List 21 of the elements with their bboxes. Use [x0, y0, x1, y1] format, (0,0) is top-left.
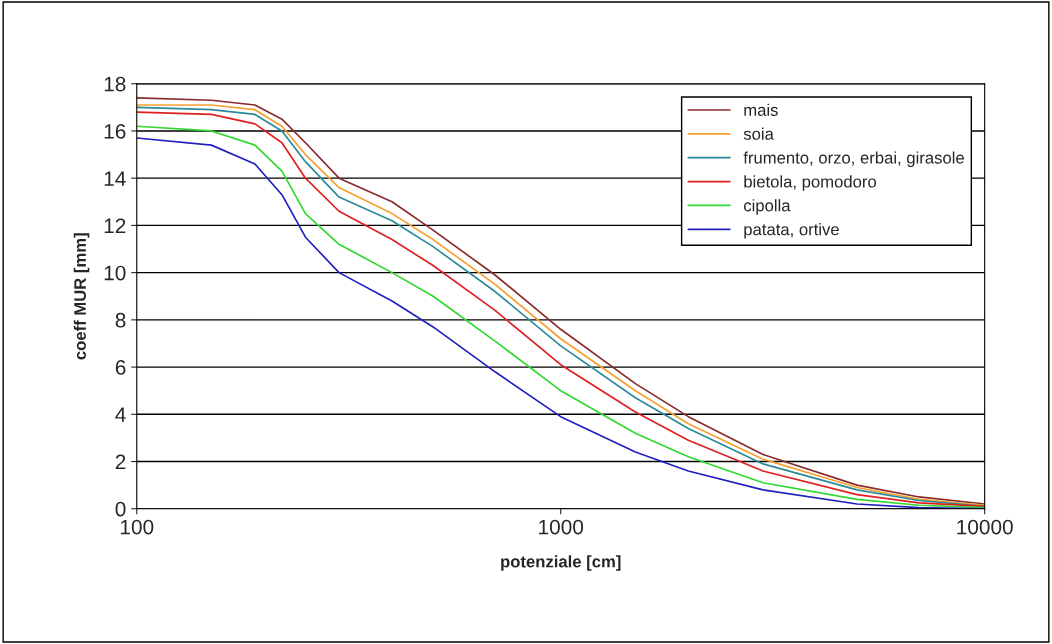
y-tick-label: 2: [115, 454, 126, 470]
legend-label: patata, ortive: [744, 223, 839, 239]
legend-label: bietola, pomodoro: [744, 175, 877, 191]
y-tick-label: 8: [115, 312, 126, 328]
x-tick-label: 100: [120, 519, 154, 535]
y-tick-label: 10: [104, 265, 126, 281]
legend-label: cipolla: [743, 199, 791, 215]
y-tick-label: 18: [104, 76, 126, 92]
y-tick-label: 4: [115, 407, 126, 422]
legend-label: mais: [744, 103, 778, 116]
y-tick-label: 16: [104, 123, 126, 139]
legend-label: soia: [743, 127, 774, 140]
y-tick-label: 0: [115, 501, 126, 517]
y-axis-title: coeff MUR [mm]: [73, 233, 90, 360]
legend-label: frumento, orzo, erbai, girasole: [743, 151, 964, 167]
x-tick-label: 10000: [957, 519, 1013, 535]
y-tick-label: 6: [115, 360, 126, 375]
y-tick-label: 12: [104, 218, 126, 233]
x-axis-title: potenziale [cm]: [501, 555, 621, 571]
y-tick-label: 14: [104, 171, 126, 186]
x-tick-label: 1000: [539, 519, 584, 535]
